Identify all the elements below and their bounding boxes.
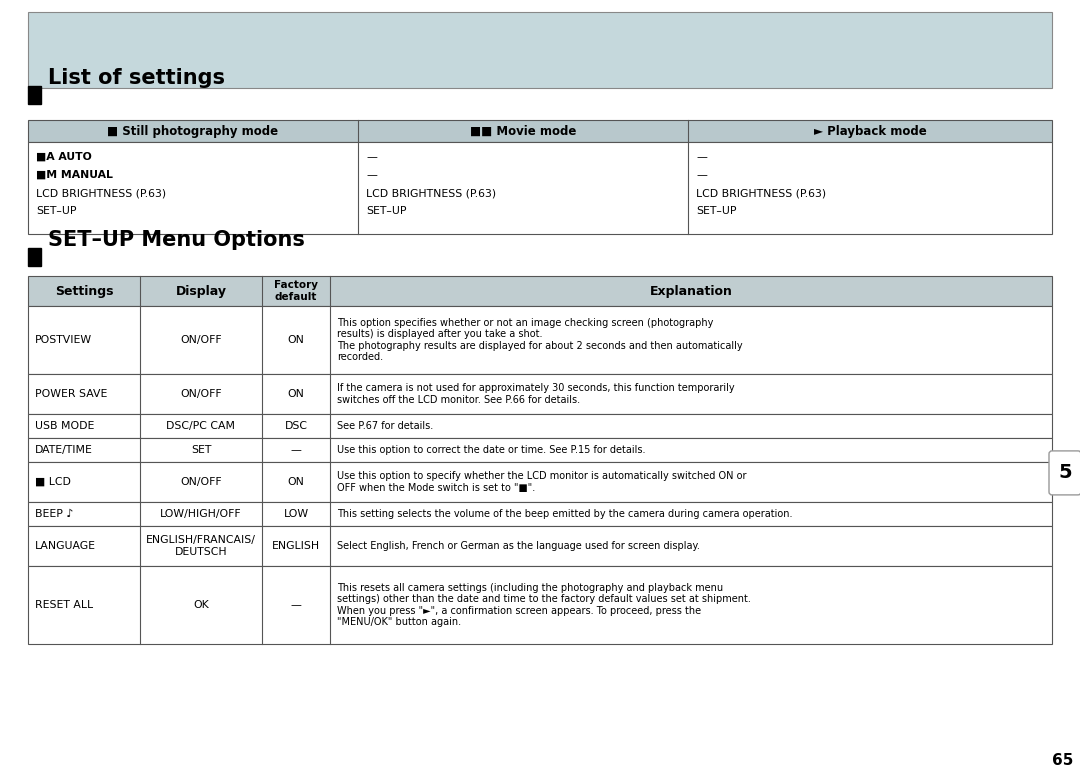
Bar: [28, 142, 1052, 234]
Text: DATE/TIME: DATE/TIME: [35, 445, 93, 455]
Text: ON: ON: [287, 477, 305, 487]
Bar: [28, 566, 1052, 644]
Text: ■■ Movie mode: ■■ Movie mode: [470, 124, 577, 137]
Text: —: —: [366, 170, 377, 180]
Text: —: —: [291, 445, 301, 455]
Text: SET: SET: [191, 445, 212, 455]
Text: LCD BRIGHTNESS (P.63): LCD BRIGHTNESS (P.63): [366, 188, 496, 198]
Text: LCD BRIGHTNESS (P.63): LCD BRIGHTNESS (P.63): [696, 188, 826, 198]
Text: —: —: [696, 152, 707, 162]
Text: SET–UP: SET–UP: [696, 206, 737, 216]
Text: BEEP ♪: BEEP ♪: [35, 509, 73, 519]
Bar: [28, 438, 1052, 462]
Text: —: —: [291, 600, 301, 610]
Text: ON: ON: [287, 335, 305, 345]
Text: LOW: LOW: [283, 509, 309, 519]
Text: ENGLISH/FRANCAIS/
DEUTSCH: ENGLISH/FRANCAIS/ DEUTSCH: [146, 535, 256, 557]
Bar: [28, 12, 1052, 88]
Text: RESET ALL: RESET ALL: [35, 600, 93, 610]
Text: ON/OFF: ON/OFF: [180, 389, 221, 399]
Text: If the camera is not used for approximately 30 seconds, this function temporaril: If the camera is not used for approximat…: [337, 383, 734, 405]
Text: LANGUAGE: LANGUAGE: [35, 541, 96, 551]
Text: ■M MANUAL: ■M MANUAL: [36, 170, 113, 180]
Text: Settings: Settings: [55, 285, 113, 297]
Text: ON: ON: [287, 389, 305, 399]
Bar: [28, 414, 1052, 438]
Bar: [28, 374, 1052, 414]
Text: USB MODE: USB MODE: [35, 421, 94, 431]
Text: This resets all camera settings (including the photography and playback menu
set: This resets all camera settings (includi…: [337, 583, 751, 628]
Text: —: —: [696, 170, 707, 180]
Bar: [28, 306, 1052, 374]
Bar: [28, 526, 1052, 566]
Text: Use this option to specify whether the LCD monitor is automatically switched ON : Use this option to specify whether the L…: [337, 471, 746, 493]
Text: POWER SAVE: POWER SAVE: [35, 389, 107, 399]
Text: 5: 5: [1058, 463, 1071, 483]
Bar: [28, 120, 1052, 142]
Text: —: —: [366, 152, 377, 162]
Text: SET–UP: SET–UP: [366, 206, 406, 216]
Text: Use this option to correct the date or time. See P.15 for details.: Use this option to correct the date or t…: [337, 445, 646, 455]
Text: Select English, French or German as the language used for screen display.: Select English, French or German as the …: [337, 541, 700, 551]
Text: LCD BRIGHTNESS (P.63): LCD BRIGHTNESS (P.63): [36, 188, 166, 198]
Text: SET–UP Menu Options: SET–UP Menu Options: [48, 230, 305, 250]
FancyBboxPatch shape: [1049, 451, 1080, 495]
Text: Display: Display: [175, 285, 227, 297]
Text: ■ Still photography mode: ■ Still photography mode: [107, 124, 279, 137]
Text: This setting selects the volume of the beep emitted by the camera during camera : This setting selects the volume of the b…: [337, 509, 793, 519]
Text: ENGLISH: ENGLISH: [272, 541, 320, 551]
Text: 65: 65: [1052, 753, 1074, 768]
Bar: [28, 276, 1052, 306]
Text: ON/OFF: ON/OFF: [180, 477, 221, 487]
Bar: [28, 248, 41, 266]
Text: DSC: DSC: [284, 421, 308, 431]
Bar: [28, 86, 41, 104]
Text: LOW/HIGH/OFF: LOW/HIGH/OFF: [160, 509, 242, 519]
Text: DSC/PC CAM: DSC/PC CAM: [166, 421, 235, 431]
Text: ON/OFF: ON/OFF: [180, 335, 221, 345]
Text: ■A AUTO: ■A AUTO: [36, 152, 92, 162]
Bar: [28, 462, 1052, 502]
Text: Factory
default: Factory default: [274, 280, 318, 302]
Text: See P.67 for details.: See P.67 for details.: [337, 421, 433, 431]
Text: This option specifies whether or not an image checking screen (photography
resul: This option specifies whether or not an …: [337, 317, 743, 362]
Text: SET–UP: SET–UP: [36, 206, 77, 216]
Text: List of settings: List of settings: [48, 68, 225, 88]
Text: ■ LCD: ■ LCD: [35, 477, 71, 487]
Bar: [28, 502, 1052, 526]
Text: OK: OK: [193, 600, 208, 610]
Text: ► Playback mode: ► Playback mode: [813, 124, 927, 137]
Text: Explanation: Explanation: [649, 285, 732, 297]
Text: POSTVIEW: POSTVIEW: [35, 335, 92, 345]
